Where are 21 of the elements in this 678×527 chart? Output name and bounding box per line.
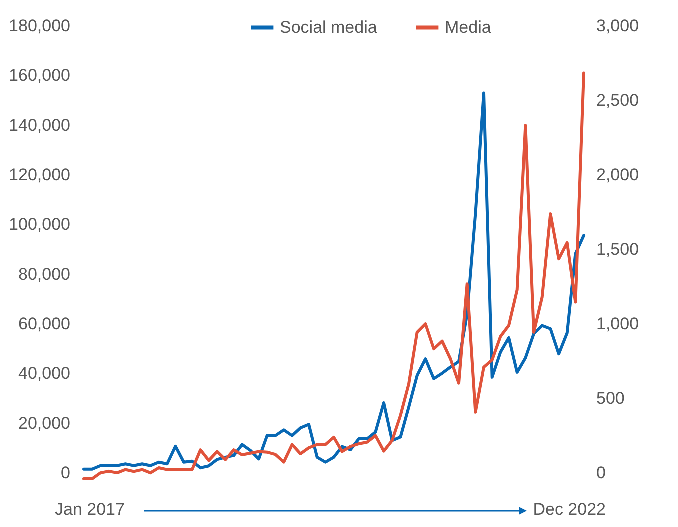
- y2-tick-label: 1,000: [596, 314, 640, 334]
- text: Dec 2022: [533, 500, 606, 520]
- y-tick-label: 140,000: [9, 116, 70, 135]
- text: Jan 2017: [55, 500, 125, 520]
- y2-tick-label: 0: [596, 464, 606, 483]
- y2-tick-label: 2,500: [596, 91, 640, 110]
- y-tick-label: 100,000: [9, 215, 70, 234]
- y-tick-label: 60,000: [18, 314, 70, 334]
- y2-tick-label: 500: [596, 389, 625, 408]
- y-tick-label: 120,000: [9, 166, 70, 185]
- legend-label: Social media: [280, 18, 378, 37]
- y2-tick-label: 2,000: [596, 166, 640, 185]
- legend-label: Media: [445, 18, 492, 37]
- y-tick-label: 20,000: [18, 414, 70, 433]
- y-tick-label: 80,000: [18, 264, 70, 284]
- y2-tick-label: 1,500: [596, 240, 640, 260]
- y2-tick-label: 3,000: [596, 16, 640, 36]
- y-tick-label: 0: [61, 464, 70, 483]
- y-tick-label: 160,000: [9, 66, 70, 86]
- y-tick-label: 180,000: [9, 16, 70, 36]
- y-tick-label: 40,000: [18, 364, 70, 384]
